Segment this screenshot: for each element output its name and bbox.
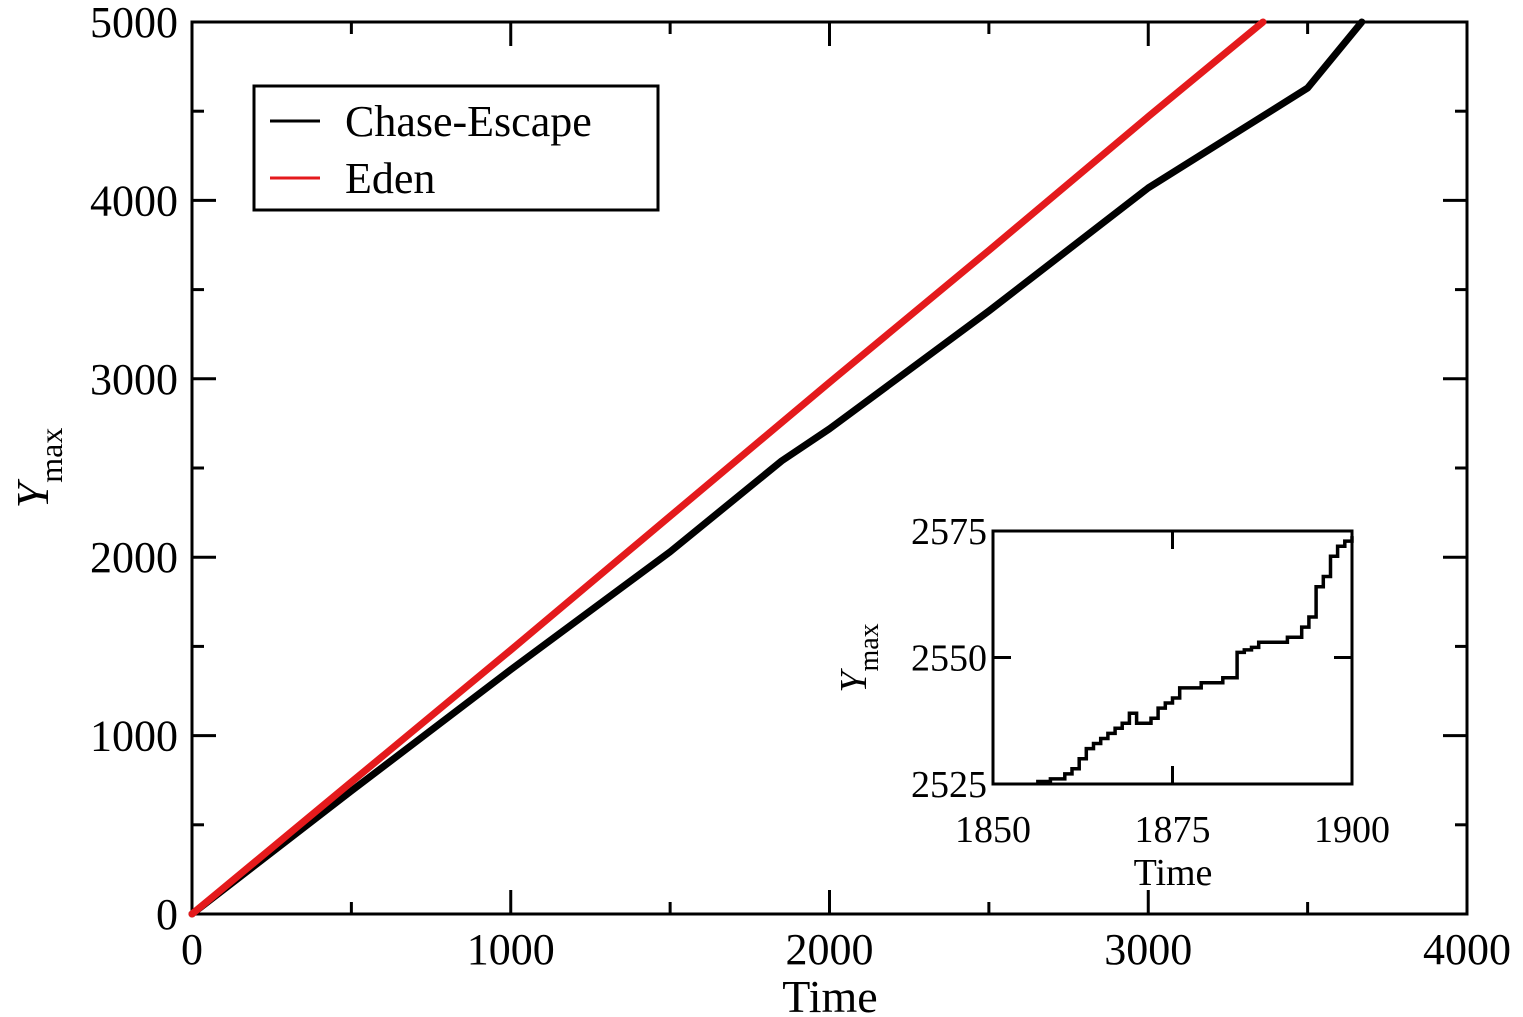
x-tick-label: 1850 (955, 809, 1031, 851)
legend-box (252, 84, 660, 212)
x-tick-label: 1875 (1135, 809, 1211, 851)
inset-y-axis-title-base: Y (833, 668, 875, 693)
inset-y-axis-title: Ymax (833, 623, 885, 692)
inset-tick-labels: 1850 1875 1900 2525 2550 2575 (911, 511, 1390, 851)
y-tick-label: 5000 (90, 0, 178, 47)
y-tick-label: 2000 (90, 533, 178, 582)
inset-series-line (1036, 536, 1354, 784)
y-tick-label: 1000 (90, 712, 178, 761)
y-tick-label: 2550 (911, 638, 987, 680)
legend-label-chase-escape: Chase-Escape (345, 97, 592, 146)
x-tick-label: 1900 (1314, 809, 1390, 851)
y-tick-label: 2575 (911, 511, 987, 553)
main-series-group (188, 18, 1366, 918)
main-tick-marks (190, 20, 1469, 916)
x-tick-label: 1000 (467, 925, 555, 974)
x-tick-label: 0 (181, 925, 203, 974)
y-tick-label: 4000 (90, 176, 178, 225)
main-plot: 0 1000 2000 3000 4000 0 1000 2000 3000 4000 5000 T… (7, 0, 1511, 1017)
y-tick-label: 2525 (911, 764, 987, 806)
main-y-axis-title-base: Y (7, 478, 58, 508)
inset-y-axis-title-subscript: max (854, 623, 885, 671)
main-tick-labels: 0 1000 2000 3000 4000 0 1000 2000 3000 4000 5000 (90, 0, 1511, 974)
series-line-chase-escape (188, 18, 1366, 918)
main-x-axis-title: Time (782, 971, 877, 1017)
x-tick-label: 3000 (1104, 925, 1192, 974)
x-tick-label: 2000 (786, 925, 874, 974)
series-line-eden (188, 18, 1267, 918)
x-tick-label: 4000 (1423, 925, 1511, 974)
inset-plot: 1850 1875 1900 2525 2550 2575 Time Ymax (833, 511, 1390, 894)
legend: Chase-Escape Eden (252, 84, 660, 212)
inset-series-group (1036, 536, 1354, 784)
inset-x-axis-title: Time (1134, 852, 1213, 894)
main-y-axis-title: Ymax (7, 428, 69, 509)
legend-label-eden: Eden (345, 154, 435, 203)
inset-tick-marks (991, 529, 1354, 786)
y-tick-label: 0 (156, 890, 178, 939)
y-tick-label: 3000 (90, 355, 178, 404)
inset-plot-frame (991, 529, 1354, 786)
main-y-axis-title-subscript: max (33, 428, 69, 483)
